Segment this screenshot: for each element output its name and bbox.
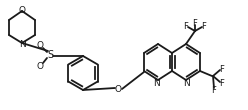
Text: O: O — [36, 61, 43, 71]
Text: F: F — [184, 21, 188, 30]
Text: F: F — [202, 21, 206, 30]
Text: F: F — [212, 85, 217, 94]
Text: O: O — [115, 84, 122, 94]
Text: F: F — [219, 64, 224, 73]
Text: O: O — [36, 40, 43, 50]
Text: F: F — [192, 18, 197, 28]
Text: N: N — [154, 79, 160, 87]
Text: N: N — [184, 79, 190, 87]
Text: O: O — [19, 6, 26, 15]
Text: S: S — [47, 50, 53, 60]
Text: N: N — [19, 40, 25, 49]
Text: F: F — [219, 79, 224, 87]
